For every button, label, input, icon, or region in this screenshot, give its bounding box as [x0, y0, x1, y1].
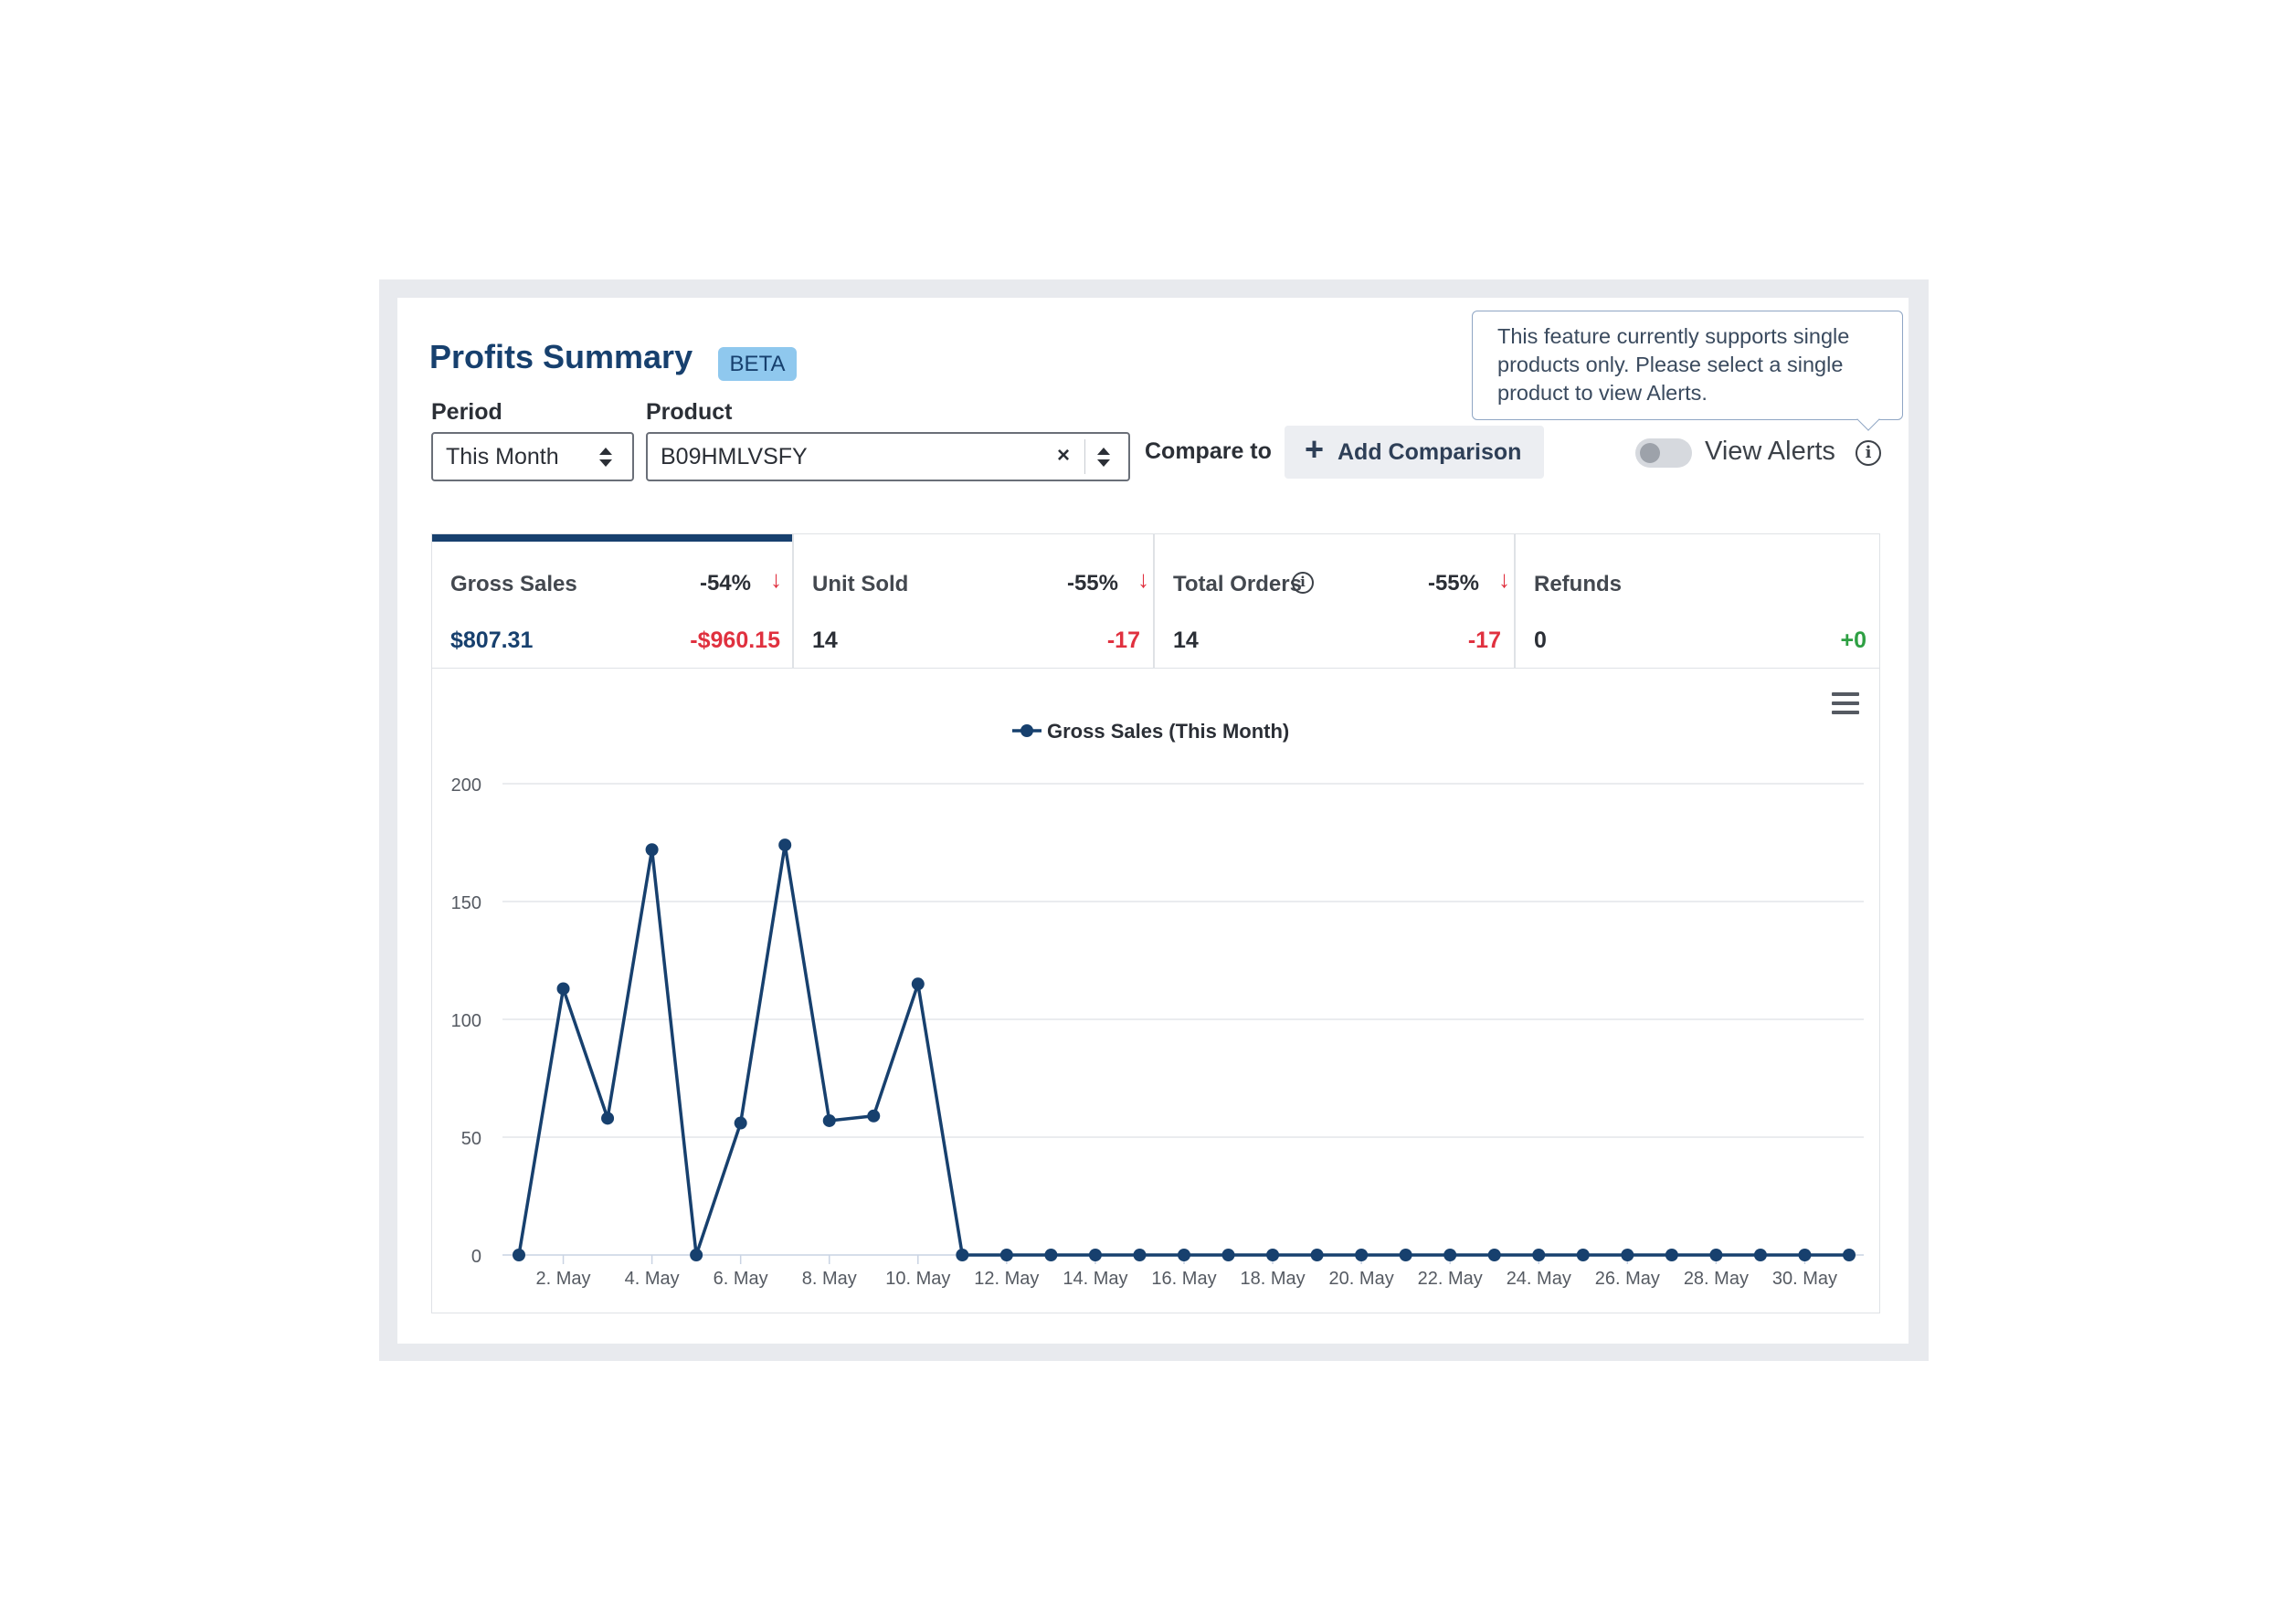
stat-value: 14 — [812, 627, 838, 653]
stat-delta: +0 — [1840, 627, 1866, 653]
tile-divider — [1153, 534, 1155, 668]
add-comparison-button[interactable]: + Add Comparison — [1285, 426, 1544, 479]
alerts-tooltip-text: This feature currently supports single p… — [1497, 324, 1850, 405]
stat-delta: -$960.15 — [690, 627, 780, 653]
stat-delta: -17 — [1106, 627, 1140, 653]
hamburger-menu-icon[interactable] — [1832, 692, 1859, 714]
chart-panel — [431, 668, 1880, 1313]
stat-name: Unit Sold — [812, 572, 909, 596]
add-comparison-label: Add Comparison — [1338, 439, 1522, 465]
product-select-value: B09HMLVSFY — [661, 444, 808, 469]
period-select-value: This Month — [446, 444, 559, 469]
sort-updown-icon — [599, 448, 612, 468]
stat-percent: -55% — [1427, 571, 1479, 596]
info-icon[interactable]: i — [1292, 572, 1314, 594]
view-alerts-label: View Alerts — [1705, 437, 1835, 466]
arrow-down-icon: ↓ — [1137, 565, 1149, 593]
alerts-tooltip: This feature currently supports single p… — [1472, 311, 1903, 420]
tile-divider — [792, 534, 794, 668]
view-alerts-toggle[interactable] — [1635, 438, 1692, 468]
product-select[interactable]: B09HMLVSFY × — [646, 432, 1130, 481]
beta-badge: BETA — [718, 347, 797, 381]
stats-row: Gross Sales -54% ↓ $807.31 -$960.15 Unit… — [431, 533, 1880, 668]
period-label: Period — [431, 399, 502, 425]
compare-to-label: Compare to — [1145, 438, 1272, 464]
stat-tile-unit-sold[interactable]: Unit Sold -55% ↓ 14 -17 — [794, 534, 1153, 668]
plus-icon: + — [1305, 430, 1325, 468]
tile-divider — [1514, 534, 1516, 668]
toggle-knob — [1640, 443, 1660, 463]
stat-percent: -54% — [699, 571, 751, 596]
stat-tile-gross-sales[interactable]: Gross Sales -54% ↓ $807.31 -$960.15 — [432, 534, 793, 668]
stat-value: $807.31 — [450, 627, 534, 653]
stat-name: Refunds — [1534, 572, 1622, 596]
stat-tile-refunds[interactable]: Refunds 0 +0 — [1516, 534, 1879, 668]
clear-icon[interactable]: × — [1057, 443, 1071, 468]
stat-delta: -17 — [1467, 627, 1501, 653]
stat-name: Gross Sales — [450, 572, 577, 596]
period-select[interactable]: This Month — [431, 432, 634, 481]
sort-updown-icon — [1097, 448, 1110, 468]
info-icon[interactable]: i — [1856, 440, 1881, 466]
product-label: Product — [646, 399, 733, 425]
stat-value: 14 — [1173, 627, 1199, 653]
arrow-down-icon: ↓ — [1498, 565, 1510, 593]
stat-tile-total-orders[interactable]: Total Orders i -55% ↓ 14 -17 — [1155, 534, 1514, 668]
select-divider — [1084, 439, 1085, 474]
stat-percent: -55% — [1066, 571, 1118, 596]
stat-value: 0 — [1534, 627, 1547, 653]
stat-name: Total Orders — [1173, 572, 1302, 596]
arrow-down-icon: ↓ — [770, 565, 782, 593]
page-title: Profits Summary — [429, 338, 693, 375]
